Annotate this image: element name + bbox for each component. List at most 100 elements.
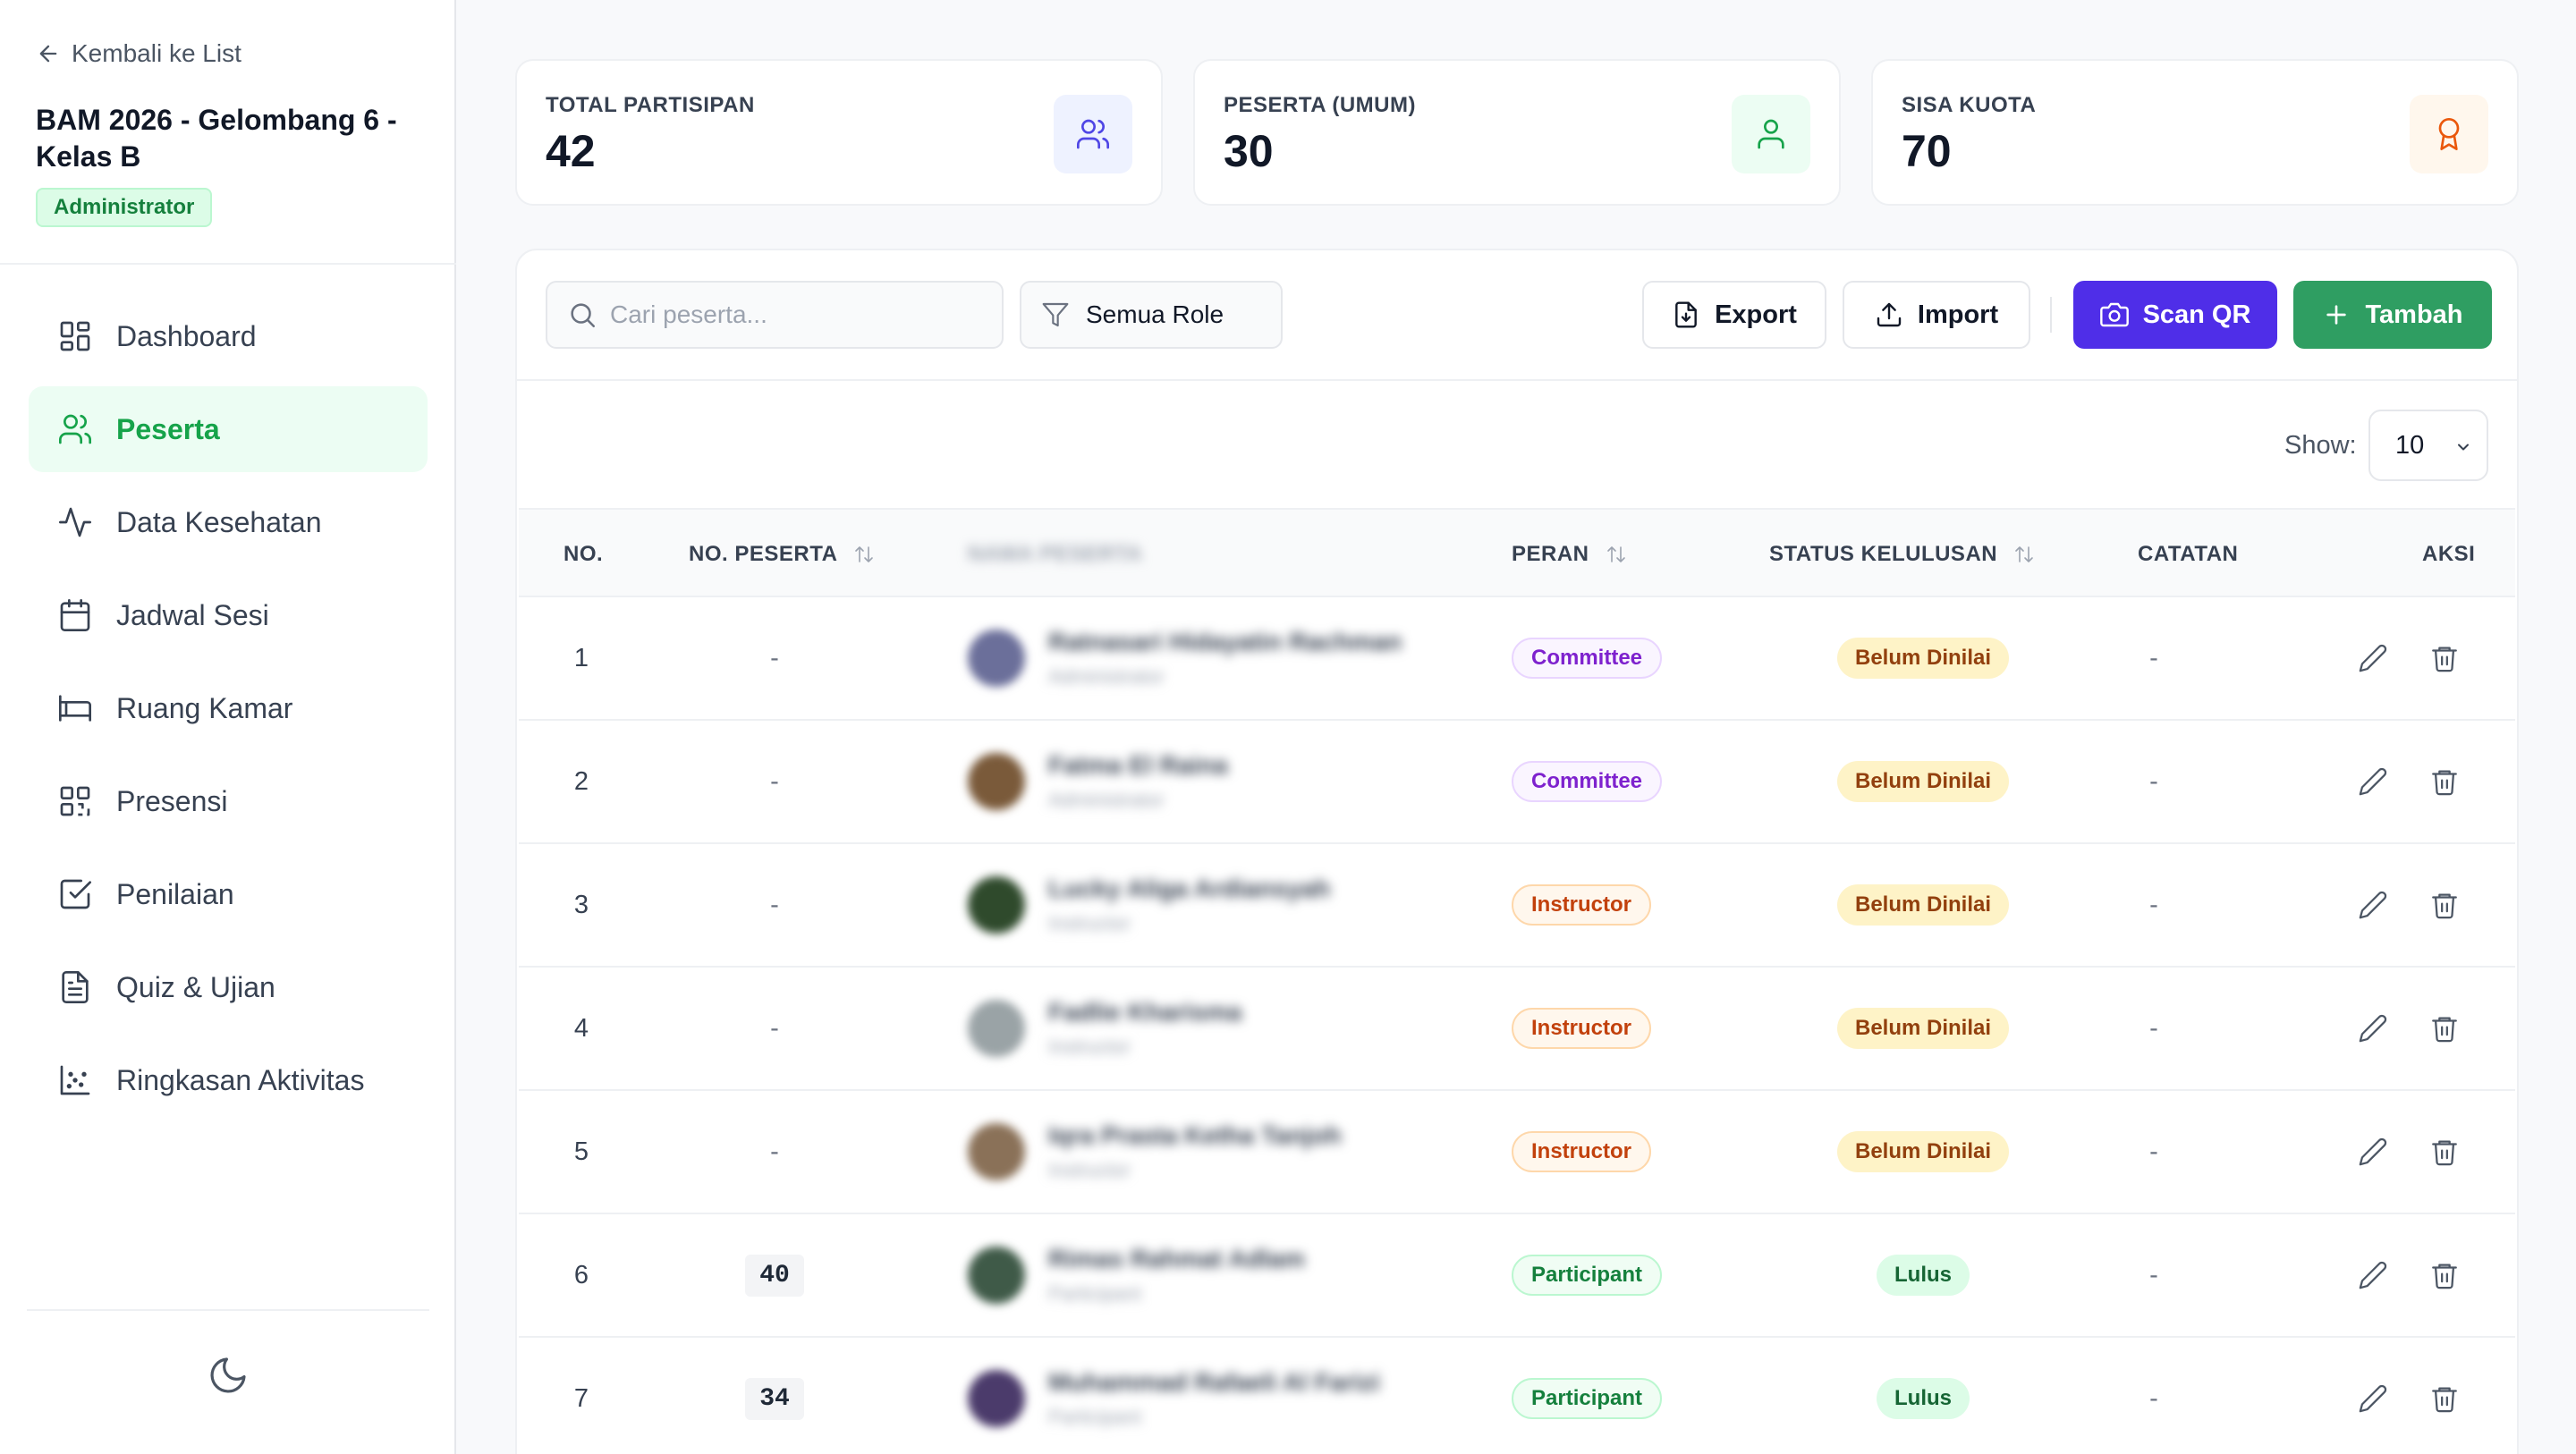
sidebar-item-jadwal-sesi[interactable]: Jadwal Sesi — [29, 572, 428, 658]
no-peserta-cell: 34 — [703, 1338, 846, 1454]
sidebar-item-quiz-ujian[interactable]: Quiz & Ujian — [29, 944, 428, 1030]
edit-icon[interactable] — [2358, 890, 2388, 920]
participant-subtitle: Administrator — [1048, 665, 1165, 688]
trash-icon[interactable] — [2429, 1383, 2460, 1414]
stat-icon-wrap — [1732, 95, 1810, 173]
sidebar-item-data-kesehatan[interactable]: Data Kesehatan — [29, 479, 428, 565]
status-cell: Belum Dinilai — [1771, 1091, 2075, 1213]
sidebar-item-label: Penilaian — [116, 877, 234, 910]
participant-name: Fatma El Raina — [1048, 751, 1228, 779]
trash-icon[interactable] — [2429, 643, 2460, 673]
avatar — [968, 1123, 1025, 1180]
trash-icon[interactable] — [2429, 766, 2460, 797]
page-size-select[interactable]: 10 — [2368, 410, 2488, 481]
row-number: 6 — [573, 1260, 589, 1289]
participant-subtitle: Instructor — [1048, 1036, 1131, 1058]
participant-info: Rimas Rahmat Adlam Participant — [1048, 1245, 1305, 1306]
trash-icon[interactable] — [2429, 890, 2460, 920]
avatar — [968, 753, 1025, 810]
arrow-left-icon — [39, 45, 57, 63]
edit-icon[interactable] — [2358, 1137, 2388, 1167]
sidebar-item-penilaian[interactable]: Penilaian — [29, 851, 428, 937]
role-filter-label: Semua Role — [1086, 300, 1224, 328]
moon-icon[interactable] — [207, 1354, 250, 1397]
role-badge: Instructor — [1512, 1008, 1652, 1049]
table-row: 4 - Fadlie Kharisma Instructor Instructor Bel… — [519, 968, 2515, 1091]
import-button[interactable]: Import — [1843, 281, 2030, 349]
edit-icon[interactable] — [2358, 643, 2388, 673]
th-label: NO. PESERTA — [689, 542, 838, 566]
row-actions — [2358, 844, 2483, 966]
no-peserta-value: - — [770, 766, 779, 796]
role-cell: Committee — [1512, 597, 1726, 719]
sidebar-item-label: Quiz & Ujian — [116, 970, 275, 1003]
scan-qr-button[interactable]: Scan QR — [2073, 281, 2277, 349]
role-badge: Participant — [1512, 1378, 1663, 1419]
stat-card-total-partisipan: TOTAL PARTISIPAN 42 — [515, 59, 1163, 206]
table-row: 3 - Lucky Aliga Ardiansyah Instructor Instru… — [519, 844, 2515, 968]
sort-icon — [1606, 546, 1625, 562]
page-size-value: 10 — [2395, 430, 2425, 460]
add-participant-button[interactable]: Tambah — [2293, 281, 2492, 349]
sidebar: Kembali ke List BAM 2026 - Gelombang 6 -… — [0, 0, 456, 1454]
trash-icon[interactable] — [2429, 1260, 2460, 1290]
participant-name: Muhammad Rafaeli Al Farizi — [1048, 1368, 1380, 1396]
row-number: 1 — [573, 643, 589, 672]
status-cell: Lulus — [1771, 1338, 2075, 1454]
edit-icon[interactable] — [2358, 766, 2388, 797]
back-to-list-link[interactable]: Kembali ke List — [36, 39, 242, 68]
participant-cell: Ratnasari Hidayatin Rachman Administrator — [968, 597, 1469, 719]
no-peserta-value: - — [770, 1137, 779, 1166]
th-peran[interactable]: PERAN — [1512, 542, 1627, 567]
camera-icon — [2099, 302, 2129, 327]
sidebar-item-label: Jadwal Sesi — [116, 598, 269, 631]
participant-name: Fadlie Kharisma — [1048, 998, 1242, 1026]
no-peserta-cell: - — [703, 1091, 846, 1213]
table-body: 1 - Ratnasari Hidayatin Rachman Administrat… — [519, 597, 2515, 1454]
upload-icon — [1877, 302, 1902, 327]
th-status-kelulusan[interactable]: STATUS KELULUSAN — [1769, 542, 2035, 567]
edit-icon[interactable] — [2358, 1383, 2388, 1414]
role-cell: Instructor — [1512, 968, 1726, 1089]
no-peserta-cell: - — [703, 844, 846, 966]
users-icon — [1077, 119, 1109, 149]
note-cell: - — [2149, 766, 2158, 796]
participant-info: Muhammad Rafaeli Al Farizi Participant — [1048, 1368, 1380, 1429]
sidebar-bottom-divider — [27, 1309, 429, 1311]
sidebar-item-presensi[interactable]: Presensi — [29, 758, 428, 844]
role-filter-dropdown[interactable]: Semua Role — [1020, 281, 1283, 349]
participant-info: Lucky Aliga Ardiansyah Instructor — [1048, 875, 1330, 935]
role-badge: Instructor — [1512, 884, 1652, 926]
sidebar-item-dashboard[interactable]: Dashboard — [29, 293, 428, 379]
sidebar-item-ruang-kamar[interactable]: Ruang Kamar — [29, 665, 428, 751]
participant-subtitle: Instructor — [1048, 912, 1131, 934]
add-label: Tambah — [2365, 300, 2463, 329]
sidebar-item-peserta[interactable]: Peserta — [29, 386, 428, 472]
export-button[interactable]: Export — [1642, 281, 1826, 349]
note-cell: - — [2149, 1260, 2158, 1289]
sidebar-item-label: Ringkasan Aktivitas — [116, 1063, 365, 1096]
th-catatan: CATATAN — [2138, 542, 2238, 567]
participant-cell: Iqra Prasta Ketha Tanjoh Instructor — [968, 1091, 1469, 1213]
edit-icon[interactable] — [2358, 1260, 2388, 1290]
trash-icon[interactable] — [2429, 1137, 2460, 1167]
event-title: BAM 2026 - Gelombang 6 - Kelas B — [36, 104, 397, 173]
search-input[interactable] — [610, 300, 986, 329]
th-label: CATATAN — [2138, 542, 2239, 566]
avatar — [968, 630, 1025, 687]
stat-label: TOTAL PARTISIPAN — [546, 93, 755, 117]
th-nama-peserta[interactable]: NAMA PESERTA — [968, 542, 1142, 567]
status-cell: Belum Dinilai — [1771, 721, 2075, 842]
search-box[interactable] — [546, 281, 1004, 349]
export-label: Export — [1715, 300, 1797, 329]
th-label: STATUS KELULUSAN — [1769, 542, 1998, 566]
th-no-peserta[interactable]: NO. PESERTA — [689, 542, 875, 567]
edit-icon[interactable] — [2358, 1013, 2388, 1044]
sidebar-item-ringkasan-aktivitas[interactable]: Ringkasan Aktivitas — [29, 1037, 428, 1123]
stat-card-peserta-umum: PESERTA (UMUM) 30 — [1193, 59, 1841, 206]
status-cell: Belum Dinilai — [1771, 968, 2075, 1089]
row-actions — [2358, 968, 2483, 1089]
row-number: 7 — [573, 1383, 589, 1413]
trash-icon[interactable] — [2429, 1013, 2460, 1044]
role-badge: Instructor — [1512, 1131, 1652, 1172]
